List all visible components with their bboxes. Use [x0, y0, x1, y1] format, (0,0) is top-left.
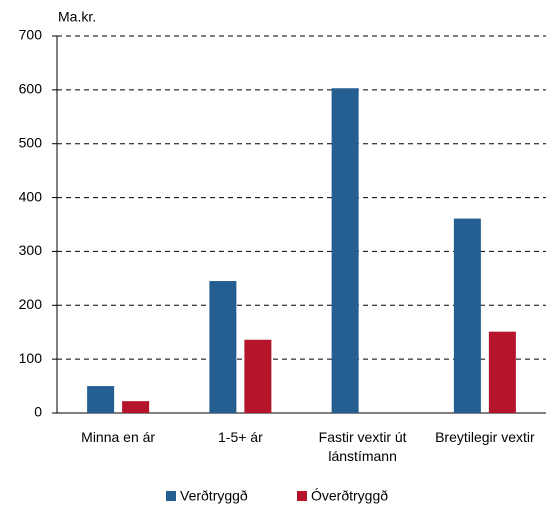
y-tick-label: 600 [19, 81, 43, 97]
bar [209, 281, 237, 413]
bar [87, 386, 115, 413]
y-tick-label: 400 [19, 188, 43, 204]
y-tick-label: 300 [19, 242, 43, 258]
legend-label: Verðtryggð [180, 488, 248, 504]
x-tick-label: Fastir vextir út lánstímann [318, 429, 407, 464]
bar [453, 218, 481, 413]
legend-swatch [166, 491, 176, 501]
bar [244, 339, 272, 413]
bar [122, 401, 150, 413]
y-tick-label: 0 [34, 404, 42, 420]
y-tick-label: 500 [19, 134, 43, 150]
y-tick-label: 100 [19, 350, 43, 366]
y-axis-unit: Ma.kr. [58, 9, 96, 25]
legend-swatch [297, 491, 307, 501]
x-tick-label: Minna en ár [81, 429, 156, 445]
y-tick-label: 700 [19, 27, 43, 43]
y-tick-label: 200 [19, 296, 43, 312]
bar [331, 88, 359, 414]
legend-label: Óverðtryggð [311, 488, 388, 504]
bar [488, 331, 516, 413]
x-tick-label: 1-5+ ár [218, 429, 263, 445]
x-tick-label: Breytilegir vextir [435, 429, 535, 445]
